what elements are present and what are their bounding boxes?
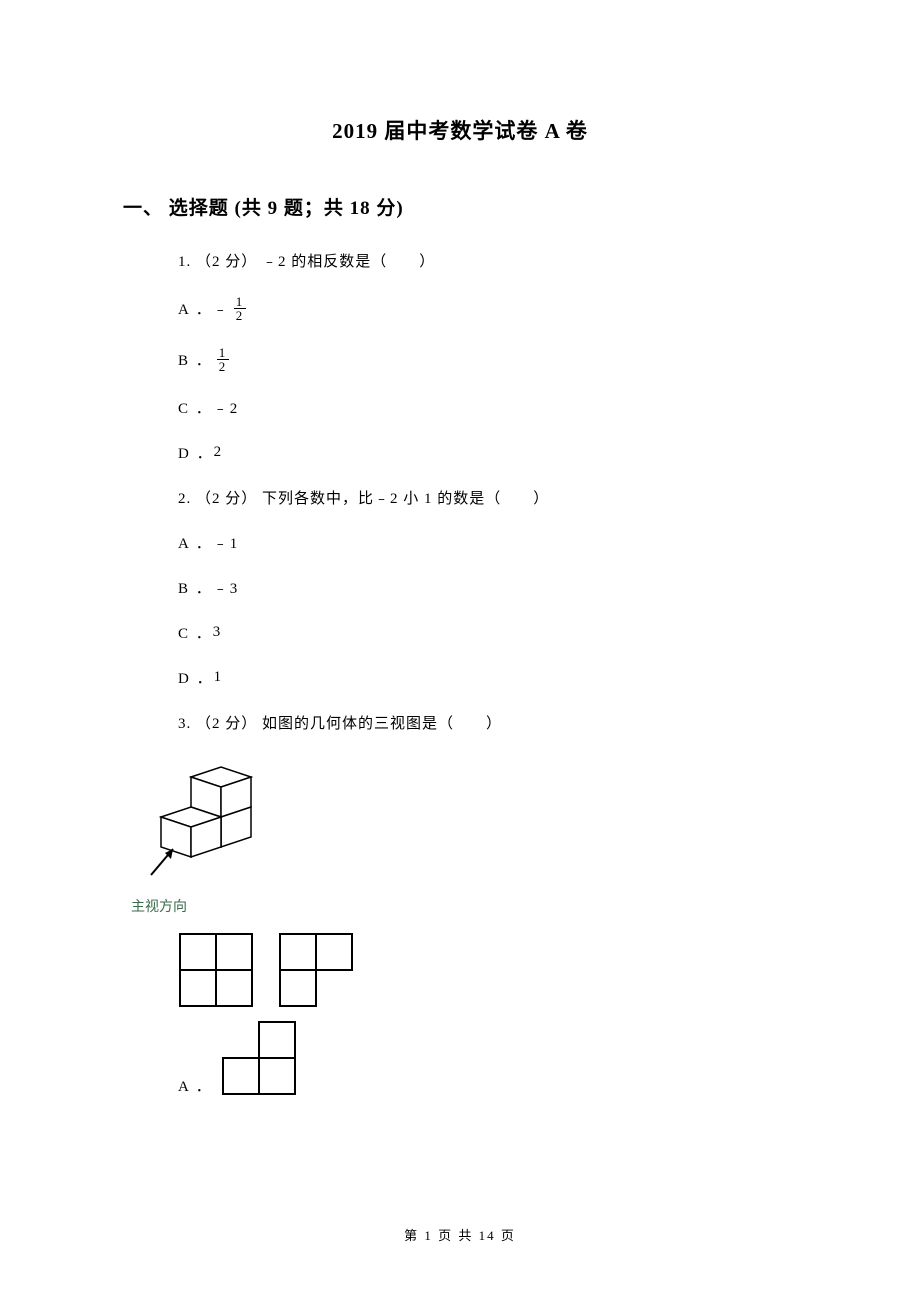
q1-option-b: B ． 1 2 — [178, 346, 920, 373]
question-3: 3. （2 分） 如图的几何体的三视图是（ ） — [178, 712, 920, 733]
q2-opt-b-text: ﹣3 — [213, 577, 240, 598]
q2-number: 2. — [178, 491, 191, 507]
q1-opt-b-label: B ． — [178, 349, 213, 370]
q2-opt-d-label: D ． — [178, 667, 214, 688]
cube-figure: 主视方向 — [131, 757, 920, 916]
view-grid-icon — [221, 1020, 297, 1096]
question-1: 1. （2 分） ﹣2 的相反数是（ ） — [178, 250, 920, 271]
q2-opt-a-text: ﹣1 — [213, 532, 240, 553]
q1-opt-d-label: D ． — [178, 442, 214, 463]
q2-opt-d-text: 1 — [214, 669, 224, 686]
cube-3d-icon — [131, 757, 281, 887]
fraction-den: 2 — [217, 360, 230, 373]
q2-opt-b-label: B ． — [178, 577, 213, 598]
fraction-num: 1 — [234, 295, 247, 309]
view-grid-icon — [278, 932, 354, 1008]
q1-number: 1. — [178, 254, 191, 270]
q2-opt-a-label: A ． — [178, 532, 213, 553]
q1-points: （2 分） — [196, 254, 257, 270]
page-footer: 第 1 页 共 14 页 — [0, 1225, 920, 1244]
view-grid-icon — [178, 932, 254, 1008]
q3-option-a: A ． — [178, 1020, 920, 1096]
q1-opt-a-text: ﹣ — [213, 298, 230, 319]
q1-opt-c-label: C ． — [178, 397, 213, 418]
q1-option-a: A ． ﹣ 1 2 — [178, 295, 920, 322]
q2-points: （2 分） — [196, 491, 257, 507]
q1-option-c: C ． ﹣2 — [178, 397, 920, 418]
q2-text: 下列各数中，比﹣2 小 1 的数是（ ） — [262, 491, 549, 507]
q2-option-a: A ． ﹣1 — [178, 532, 920, 553]
fraction-icon: 1 2 — [234, 295, 247, 322]
fraction-icon: 1 2 — [217, 346, 230, 373]
q1-text: ﹣2 的相反数是（ ） — [262, 254, 435, 270]
fraction-num: 1 — [217, 346, 230, 360]
q1-opt-d-text: 2 — [214, 444, 224, 461]
q2-option-c: C ． 3 — [178, 622, 920, 643]
q2-opt-c-label: C ． — [178, 622, 213, 643]
q1-opt-a-label: A ． — [178, 298, 213, 319]
fraction-den: 2 — [234, 309, 247, 322]
q2-option-b: B ． ﹣3 — [178, 577, 920, 598]
view-direction-label: 主视方向 — [131, 896, 920, 916]
q1-option-d: D ． 2 — [178, 442, 920, 463]
three-views — [178, 932, 920, 1008]
exam-title: 2019 届中考数学试卷 A 卷 — [0, 115, 920, 145]
q3-points: （2 分） — [196, 716, 257, 732]
q3-opt-a-label: A ． — [178, 1075, 213, 1096]
views-row-1 — [178, 932, 920, 1008]
q3-number: 3. — [178, 716, 191, 732]
q1-opt-c-text: ﹣2 — [213, 397, 240, 418]
q3-text: 如图的几何体的三视图是（ ） — [262, 716, 502, 732]
q2-option-d: D ． 1 — [178, 667, 920, 688]
section-header: 一、 选择题 (共 9 题；共 18 分) — [123, 193, 920, 220]
q2-opt-c-text: 3 — [213, 624, 223, 641]
question-2: 2. （2 分） 下列各数中，比﹣2 小 1 的数是（ ） — [178, 487, 920, 508]
